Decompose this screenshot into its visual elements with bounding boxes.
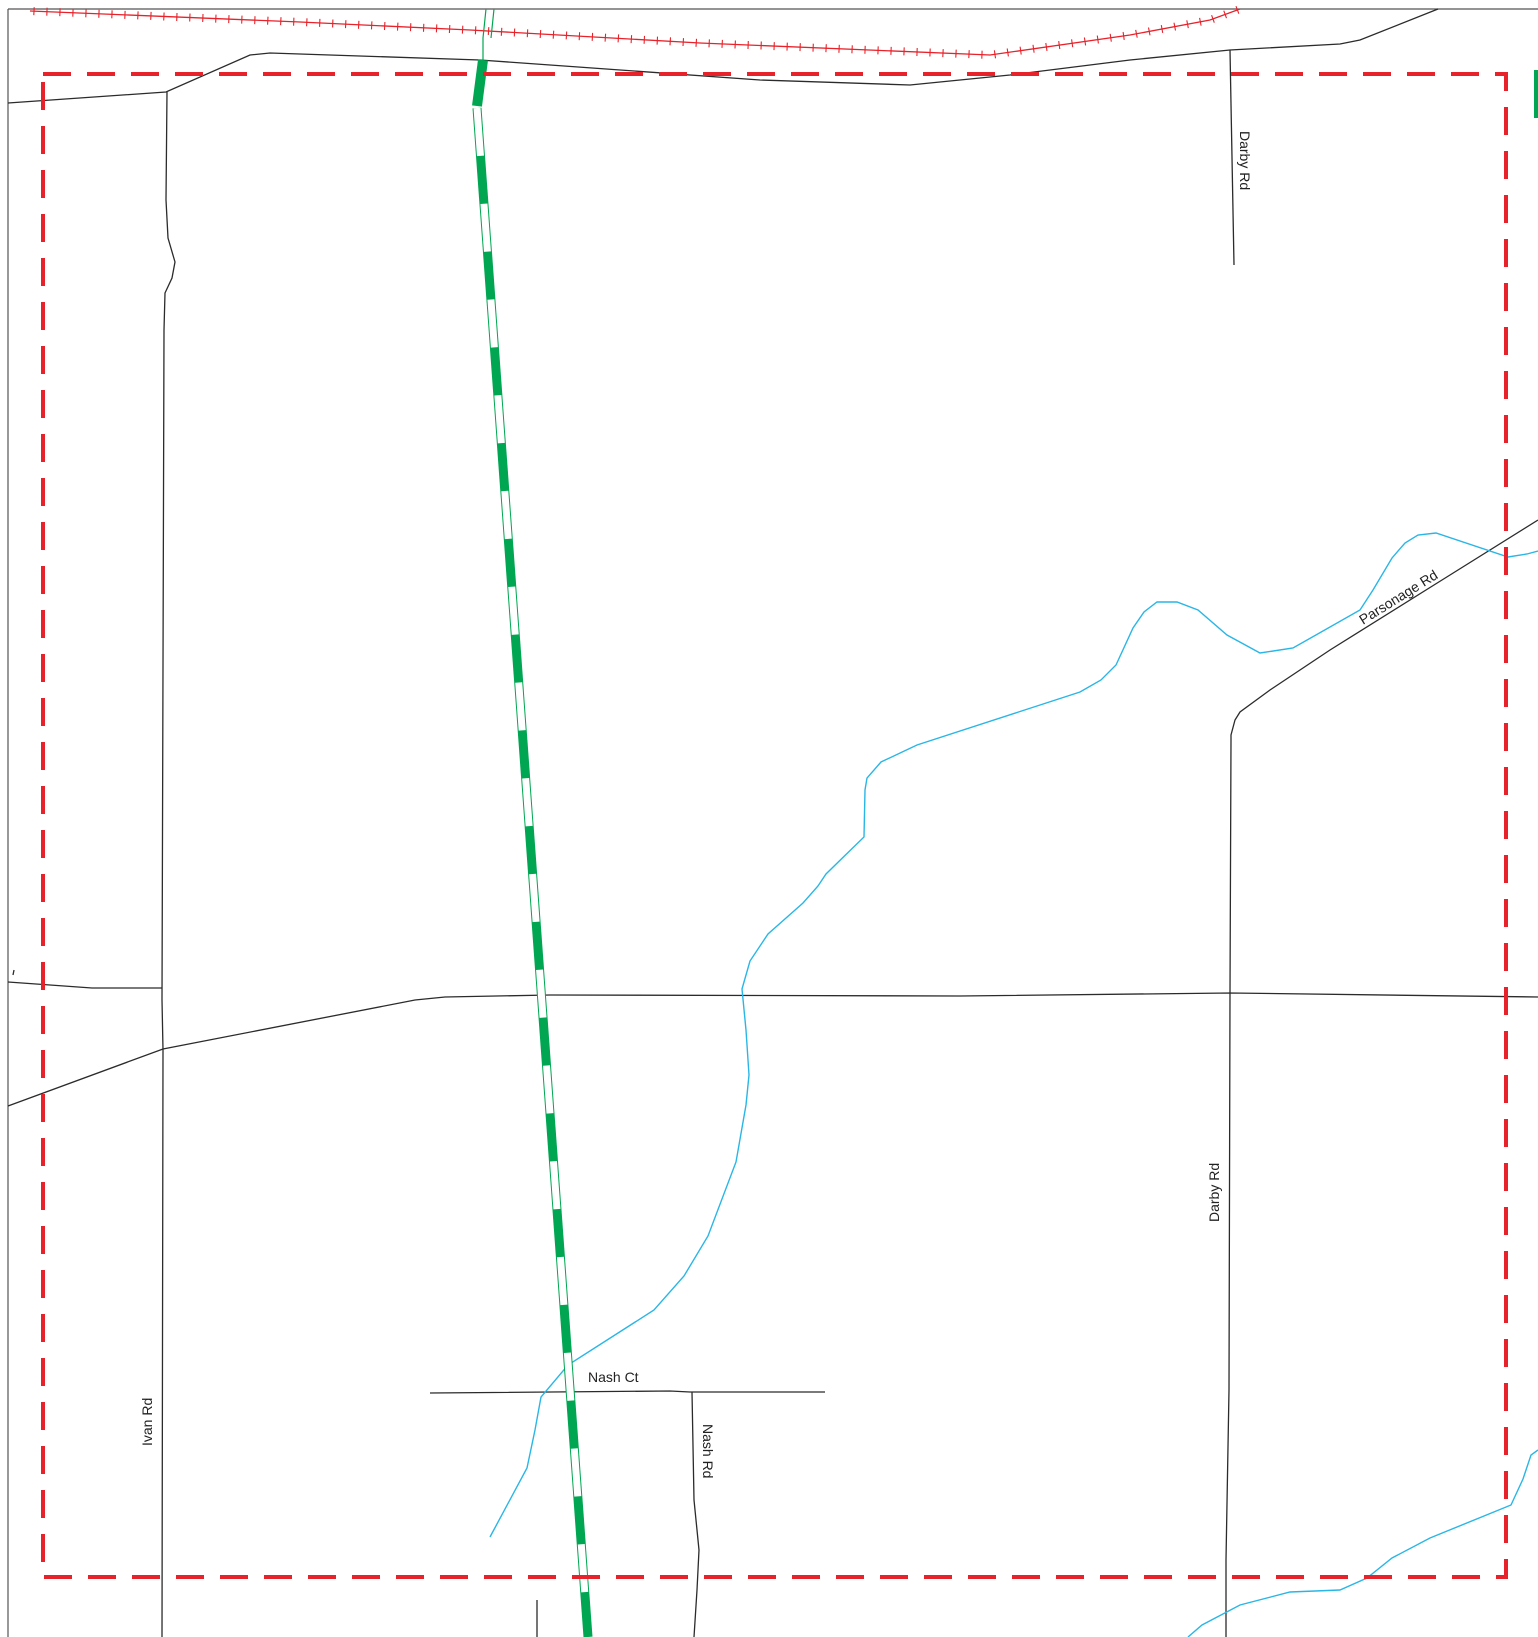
railroad-line — [29, 8, 1241, 56]
label-nash-rd: Nash Rd — [700, 1424, 716, 1478]
road-nash — [691, 1391, 700, 1637]
road-east-west-main — [7, 992, 1538, 1107]
label-nash-ct: Nash Ct — [588, 1369, 639, 1385]
railroad — [29, 6, 1241, 59]
street-labels: Darby Rd Parsonage Rd Darby Rd Nash Ct N… — [139, 131, 1441, 1478]
road-darby-north — [1229, 49, 1235, 266]
road-darby-south — [1225, 739, 1232, 1637]
road-network — [7, 8, 1538, 1637]
railroad-ties — [33, 6, 1240, 59]
trail-segment-north — [482, 8, 495, 39]
trail — [472, 8, 1538, 1637]
road-west-stub — [7, 981, 162, 989]
road-ivan — [161, 91, 176, 1637]
road-parsonage — [1230, 519, 1538, 740]
project-boundary — [41, 72, 1508, 1579]
trail-segment-north-solid — [472, 59, 488, 107]
trail-inner — [473, 107, 592, 1637]
stream-main — [489, 532, 1538, 1538]
streams — [489, 532, 1538, 1637]
stream-south-east — [1187, 1449, 1538, 1637]
road-edge-tick — [12, 969, 15, 976]
road-nash-ct — [429, 1390, 825, 1394]
road-north-main — [7, 8, 1439, 104]
label-darby-rd-south: Darby Rd — [1206, 1163, 1222, 1222]
label-darby-rd-north: Darby Rd — [1237, 131, 1253, 190]
label-ivan-rd: Ivan Rd — [139, 1398, 155, 1446]
